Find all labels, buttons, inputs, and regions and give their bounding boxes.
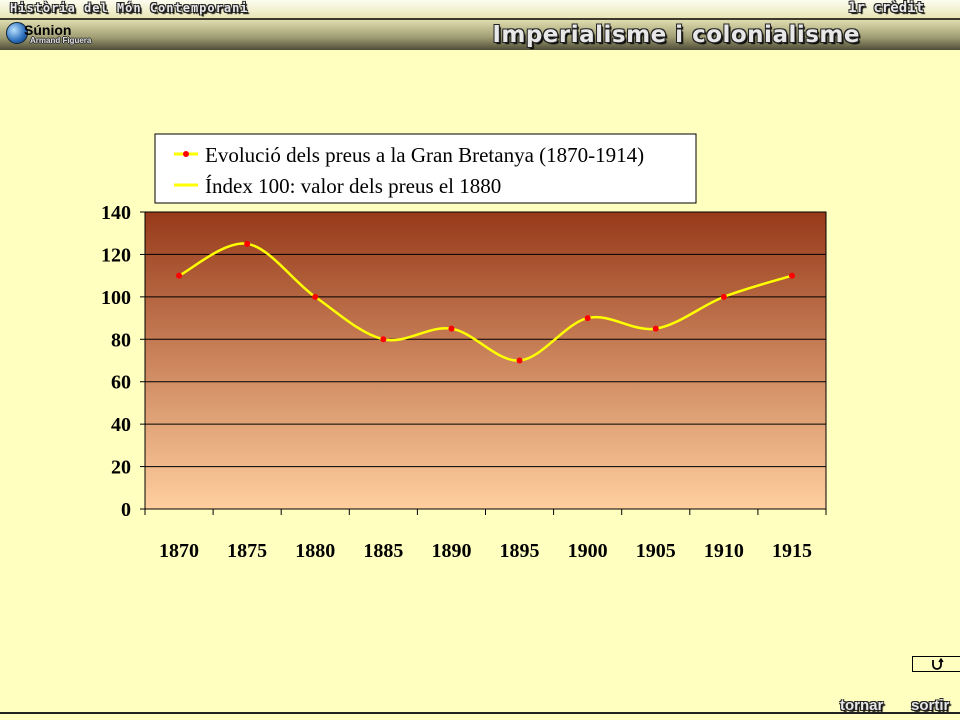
- series-line: [178, 242, 793, 362]
- data-point: [516, 357, 523, 364]
- logo-name: Súnion: [24, 22, 72, 38]
- grid-lines: [145, 211, 826, 468]
- series-markers: [176, 240, 795, 364]
- y-tick-label: 40: [111, 414, 131, 436]
- title-bar-divider: [0, 18, 960, 20]
- title-bar: Història del Món Contemporani 1r crèdit …: [0, 0, 960, 50]
- plot-area: [144, 211, 827, 510]
- x-tick-label: 1885: [363, 540, 403, 562]
- y-tick-label: 20: [111, 457, 131, 479]
- exit-link[interactable]: sortir: [911, 697, 950, 714]
- return-arrow-icon: [932, 658, 944, 670]
- legend: Evolució dels preus a la Gran Bretanya (…: [154, 133, 697, 204]
- sunion-logo: Súnion Armand Figuera: [6, 22, 106, 48]
- data-point: [380, 336, 387, 343]
- data-point: [448, 325, 455, 332]
- x-tick-label: 1910: [704, 540, 744, 562]
- y-tick-label: 60: [111, 372, 131, 394]
- legend-label-2: Índex 100: valor dels preus el 1880: [205, 174, 501, 198]
- x-tick-label: 1880: [295, 540, 335, 562]
- data-point: [176, 272, 183, 279]
- lesson-title: Imperialisme i colonialisme: [492, 22, 860, 48]
- y-tick-labels: 0 20 40 60 80 100 120 140: [101, 202, 145, 521]
- x-tick-label: 1900: [568, 540, 608, 562]
- legend-label-1: Evolució dels preus a la Gran Bretanya (…: [205, 143, 644, 167]
- data-point: [584, 315, 591, 322]
- legend-entry-2: Índex 100: valor dels preus el 1880: [174, 174, 501, 198]
- x-tick-label: 1905: [636, 540, 676, 562]
- x-tick-label: 1890: [431, 540, 471, 562]
- y-tick-label: 120: [101, 244, 131, 266]
- legend-marker-1: [183, 151, 189, 157]
- x-tick-label: 1915: [772, 540, 812, 562]
- y-tick-label: 100: [101, 287, 131, 309]
- back-link[interactable]: tornar: [840, 697, 884, 714]
- credit-label: 1r crèdit: [848, 0, 924, 16]
- data-point: [312, 293, 319, 300]
- legend-entry-1: Evolució dels preus a la Gran Bretanya (…: [174, 143, 644, 167]
- globe-icon: [6, 22, 28, 44]
- legend-box: [154, 133, 697, 204]
- y-tick-label: 140: [101, 202, 131, 224]
- footer-divider: [0, 712, 960, 714]
- x-tick-labels: 1870 1875 1880 1885 1890 1895 1900 1905 1910 1915: [144, 509, 827, 562]
- data-point: [788, 272, 795, 279]
- x-tick-label: 1875: [227, 540, 267, 562]
- x-tick-label: 1895: [500, 540, 540, 562]
- data-point: [652, 325, 659, 332]
- data-point: [720, 293, 727, 300]
- y-tick-label: 0: [121, 499, 131, 521]
- y-tick-label: 80: [111, 329, 131, 351]
- data-point: [244, 240, 251, 247]
- course-title: Història del Món Contemporani: [10, 1, 249, 15]
- logo-author: Armand Figuera: [30, 36, 92, 45]
- return-button[interactable]: [912, 656, 960, 672]
- x-tick-label: 1870: [159, 540, 199, 562]
